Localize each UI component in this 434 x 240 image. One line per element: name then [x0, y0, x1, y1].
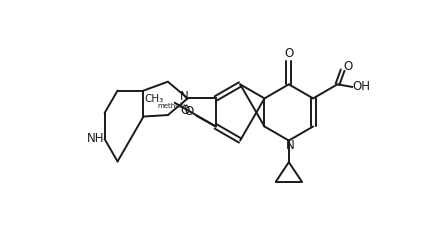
Text: O: O: [283, 47, 293, 60]
Text: CH₃: CH₃: [144, 95, 164, 104]
Text: O: O: [342, 60, 352, 73]
Text: N: N: [285, 139, 293, 152]
Text: O: O: [184, 105, 193, 118]
Text: NH: NH: [87, 132, 105, 145]
Text: OH: OH: [351, 80, 369, 93]
Text: methoxy: methoxy: [157, 103, 187, 109]
Text: N: N: [180, 90, 188, 103]
Text: O: O: [180, 104, 189, 117]
